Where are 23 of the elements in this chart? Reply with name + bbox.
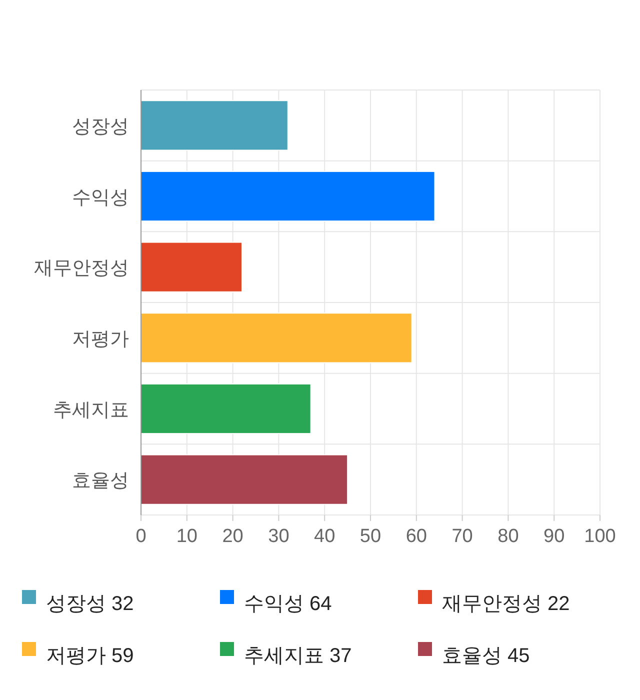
y-tick-label: 수익성 (72, 187, 129, 208)
x-tick-label: 100 (584, 526, 616, 547)
legend-label: 추세지표 37 (244, 645, 352, 667)
x-tick-label: 30 (268, 526, 290, 547)
x-tick-label: 10 (176, 526, 198, 547)
y-tick-label: 성장성 (72, 116, 129, 138)
x-tick-label: 20 (222, 526, 244, 547)
legend-label: 효율성 45 (442, 645, 530, 667)
legend-label: 저평가 59 (46, 645, 134, 667)
x-tick-label: 0 (136, 526, 146, 547)
legend-label: 성장성 32 (46, 593, 134, 615)
x-tick-label: 70 (452, 526, 473, 547)
x-tick-label: 80 (498, 526, 519, 547)
y-tick-label: 재무안정성 (34, 258, 129, 280)
x-tick-label: 40 (314, 526, 336, 547)
y-tick-label: 추세지표 (53, 400, 129, 421)
x-tick-label: 60 (406, 526, 427, 547)
y-tick-label: 효율성 (72, 470, 129, 492)
legend-label: 재무안정성 22 (442, 593, 570, 615)
x-tick-label: 50 (360, 526, 382, 547)
legend-label: 수익성 64 (244, 593, 332, 615)
y-tick-label: 저평가 (72, 328, 129, 350)
x-tick-label: 90 (544, 526, 565, 547)
